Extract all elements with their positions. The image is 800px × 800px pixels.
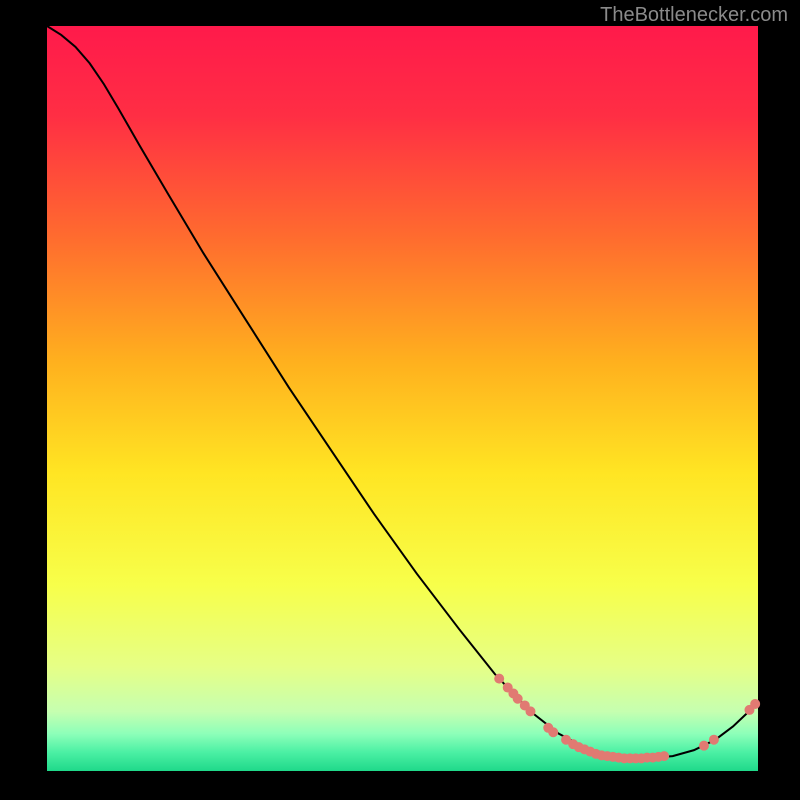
watermark-text: TheBottlenecker.com: [600, 4, 788, 27]
data-marker: [699, 741, 708, 750]
data-marker: [526, 707, 535, 716]
marker-group: [495, 674, 760, 763]
data-marker: [709, 735, 718, 744]
chart-svg: [47, 26, 758, 771]
data-marker: [660, 752, 669, 761]
data-marker: [549, 728, 558, 737]
chart-plot-area: [47, 26, 758, 771]
bottleneck-curve: [47, 26, 758, 758]
data-marker: [513, 694, 522, 703]
data-marker: [751, 699, 760, 708]
data-marker: [495, 674, 504, 683]
